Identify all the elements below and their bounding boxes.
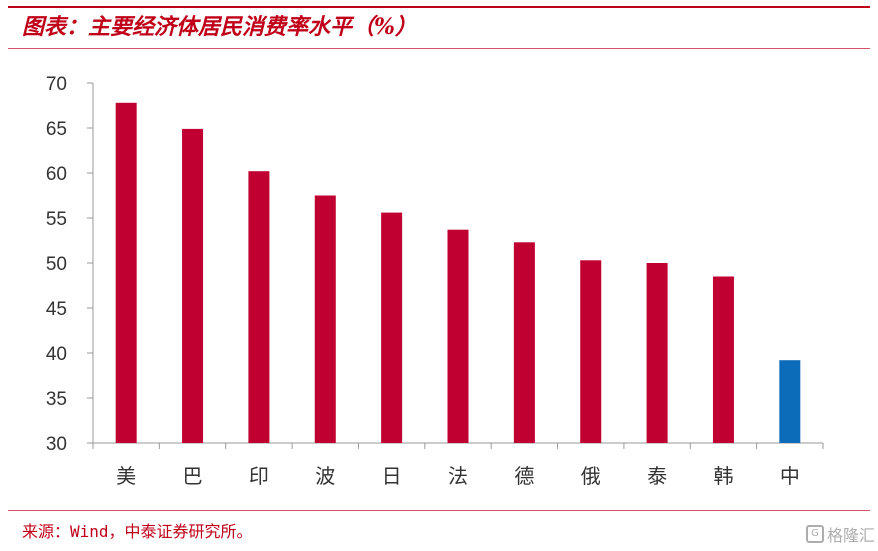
y-tick-label: 60 [46, 164, 67, 185]
x-tick-label: 美 [116, 464, 136, 488]
x-tick-label: 韩 [713, 464, 733, 488]
x-tick-label: 波 [315, 464, 335, 488]
y-tick-label: 70 [46, 74, 67, 95]
y-tick-label: 40 [46, 344, 67, 365]
watermark: G 格隆汇 [806, 522, 875, 546]
bar-4 [314, 195, 336, 443]
source-note: 来源：Wind，中泰证券研究所。 [22, 522, 253, 541]
y-tick-label: 45 [46, 299, 67, 320]
y-tick-label: 35 [46, 389, 67, 410]
bar-7 [513, 242, 535, 443]
bar-10 [712, 276, 734, 443]
y-tick-label: 30 [46, 434, 67, 455]
x-tick-label: 巴 [183, 464, 203, 488]
y-tick-label: 50 [46, 254, 67, 275]
chart-title: 图表：主要经济体居民消费率水平（%） [22, 14, 417, 40]
x-tick-label: 俄 [581, 464, 601, 488]
header-top-rule [8, 6, 870, 8]
x-tick-label: 法 [448, 464, 468, 488]
x-tick-label: 日 [382, 464, 402, 488]
x-tick-label: 中 [780, 464, 800, 488]
bar-9 [646, 263, 668, 443]
bar-11 [779, 360, 801, 443]
x-tick-label: 泰 [647, 464, 667, 488]
y-tick-label: 55 [46, 209, 67, 230]
bar-2 [182, 128, 204, 443]
footer-top-rule [8, 510, 870, 511]
y-tick-label: 65 [46, 119, 67, 140]
bar-5 [381, 212, 403, 443]
watermark-text: 格隆汇 [827, 526, 876, 545]
bar-1 [115, 102, 137, 444]
watermark-logo-icon: G [806, 525, 824, 543]
bar-3 [248, 171, 270, 443]
x-tick-label: 德 [514, 464, 534, 488]
bar-6 [447, 229, 469, 443]
header-bottom-rule [8, 48, 870, 49]
x-tick-label: 印 [249, 464, 269, 488]
bar-8 [580, 260, 602, 443]
